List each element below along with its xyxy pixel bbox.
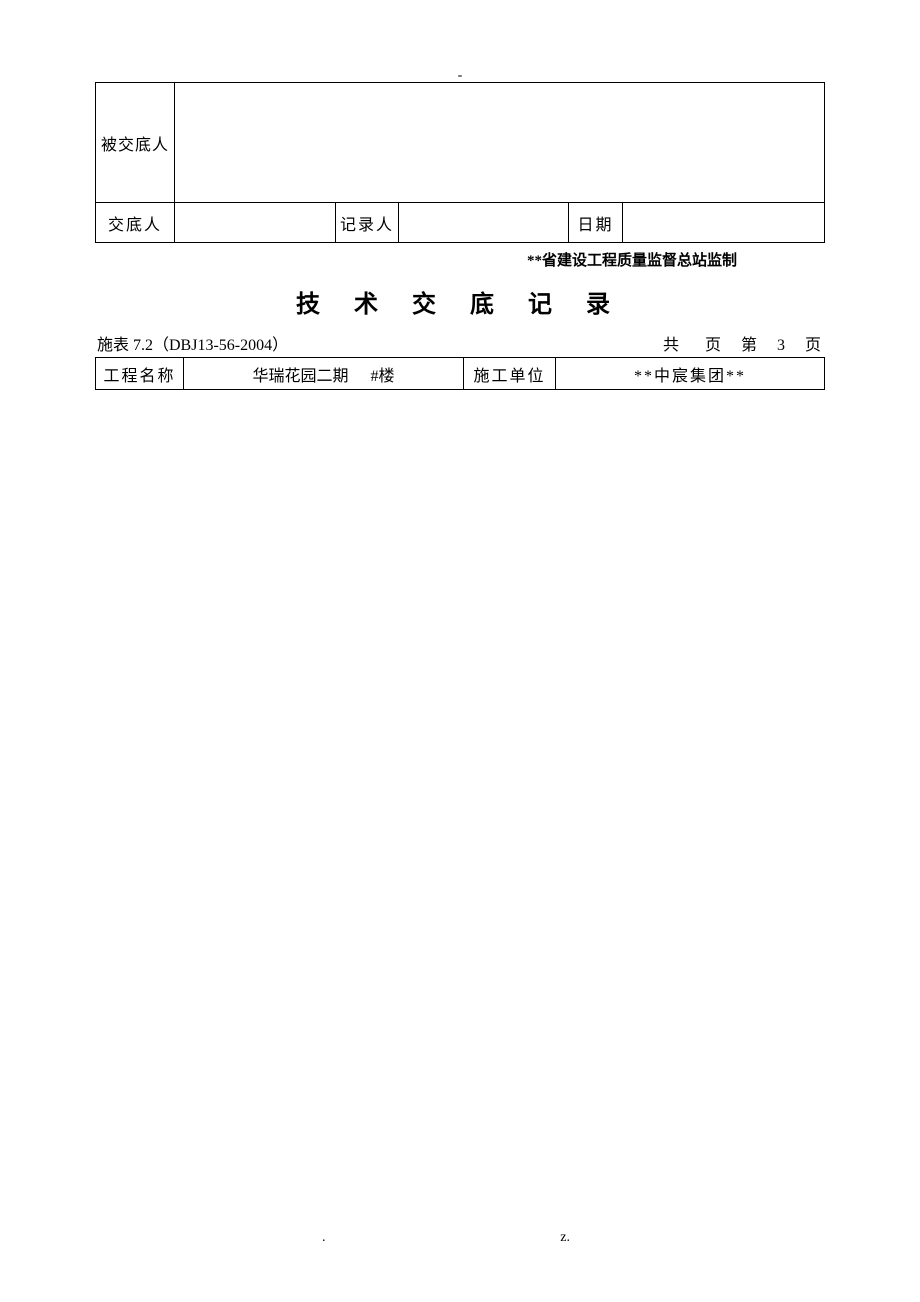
- contractor-label: 施工单位: [464, 358, 556, 390]
- building-suffix: #楼: [371, 362, 395, 386]
- footer-right: z.: [560, 1230, 570, 1246]
- disclosed-by-label: 交底人: [96, 203, 175, 243]
- recipient-value: [175, 83, 825, 203]
- date-label: 日期: [569, 203, 623, 243]
- project-name-cell: 华瑞花园二期 #楼: [184, 358, 464, 390]
- date-value: [623, 203, 825, 243]
- recorder-value: [399, 203, 569, 243]
- supervisor-note: **省建设工程质量监督总站监制: [95, 243, 825, 270]
- form-code: 施表 7.2（DBJ13-56-2004）: [97, 331, 288, 355]
- footer-left: .: [322, 1230, 326, 1246]
- project-info-row: 工程名称 华瑞花园二期 #楼 施工单位 **中宸集团**: [96, 358, 825, 390]
- page-info-prefix: 共: [663, 337, 681, 354]
- meta-row: 施表 7.2（DBJ13-56-2004） 共 页 第 3 页: [95, 325, 825, 357]
- disclosed-by-value: [175, 203, 336, 243]
- page-container: - 被交底人 交底人 记录人 日期 **省建设工程质量监督总站监制 技 术 交 …: [0, 0, 920, 1302]
- signoff-row: 交底人 记录人 日期: [96, 203, 825, 243]
- document-title: 技 术 交 底 记 录: [95, 270, 825, 325]
- project-info-table: 工程名称 华瑞花园二期 #楼 施工单位 **中宸集团**: [95, 357, 825, 390]
- contractor-value: **中宸集团**: [556, 358, 825, 390]
- recorder-label: 记录人: [336, 203, 399, 243]
- header-dash: -: [95, 0, 825, 82]
- page-footer: . z.: [0, 1230, 920, 1246]
- page-number: 3: [777, 337, 787, 354]
- project-label: 工程名称: [96, 358, 184, 390]
- page-info-mid2: 第: [741, 337, 759, 354]
- page-info-suffix: 页: [805, 337, 823, 354]
- project-name: 华瑞花园二期: [252, 362, 348, 386]
- recipient-label: 被交底人: [96, 83, 175, 203]
- signature-table: 被交底人 交底人 记录人 日期: [95, 82, 825, 243]
- recipient-row: 被交底人: [96, 83, 825, 203]
- page-info-mid1: 页: [705, 337, 723, 354]
- page-info: 共 页 第 3 页: [663, 331, 823, 355]
